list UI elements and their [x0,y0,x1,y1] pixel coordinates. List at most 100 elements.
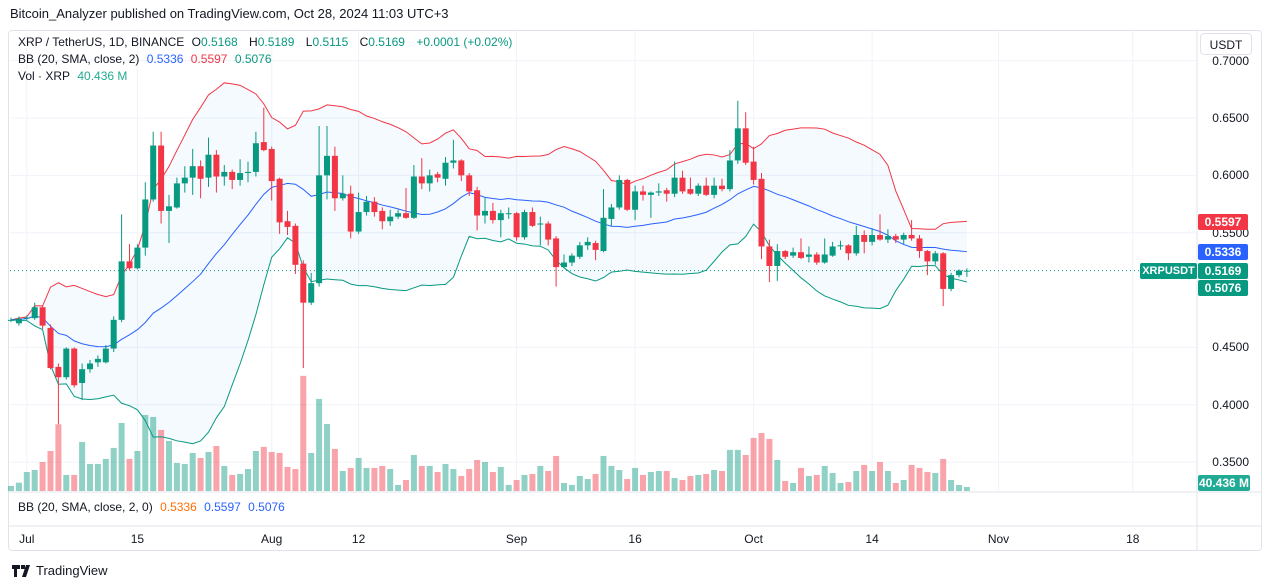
legend-symbol[interactable]: XRP / TetherUS, 1D, BINANCE [18,35,185,49]
bb-basis-line [10,182,967,348]
candle [719,178,725,192]
candle [118,214,125,323]
volume-bar [877,461,883,491]
lower-pane-legend[interactable]: BB (20, SMA, close, 2, 0) 0.5336 0.5597 … [18,500,289,514]
candle-body [142,199,149,248]
volume-bar [189,452,196,491]
volume-bar [63,474,70,491]
candle [79,363,86,401]
candle-body [837,245,844,247]
footer-brand[interactable]: TradingView [12,563,108,578]
volume-bar [837,482,844,491]
bb-basis-badge: 0.5336 [1198,244,1248,260]
volume-bar [324,423,330,491]
bb-label: BB (20, SMA, close, 2) [18,52,140,66]
volume-bar [632,467,639,491]
volume-bar [39,461,46,491]
published-caption: Bitcoin_Analyzer published on TradingVie… [10,6,449,21]
legend-bb[interactable]: BB (20, SMA, close, 2) 0.5336 0.5597 0.5… [18,52,276,66]
candle-body [181,177,188,184]
candle [861,230,868,254]
candle-body [221,171,228,177]
candle-body [553,238,560,268]
volume-bar [31,470,38,491]
volume-bar [900,480,907,491]
candle [442,156,449,186]
candle [553,236,560,287]
candle-body [877,234,883,240]
candle [434,171,441,183]
candle [300,260,307,369]
candle-body [237,173,244,180]
candle-body [600,217,607,252]
volume-bar [537,465,544,491]
volume-bar [245,469,251,491]
candle [853,225,860,256]
candle-body [410,176,417,218]
volume-bar [102,458,109,491]
candle-body [774,251,781,266]
volume-bar [229,474,236,491]
volume-bar [750,437,757,491]
volume-bar [963,486,970,491]
candle-body [750,161,757,180]
candle-body [616,179,623,208]
candle [497,209,504,238]
time-tick: 12 [351,532,366,546]
volume-bar [126,458,133,491]
volume-bar [553,455,560,491]
candle [798,238,804,260]
candle [55,363,62,425]
time-tick: 14 [865,532,879,546]
candle [23,315,30,320]
candle-body [403,213,409,218]
volume-bar [766,438,773,491]
volume-bar [940,458,947,491]
candle [292,223,299,274]
open-value: 0.5168 [200,35,238,49]
candle-body [331,155,338,199]
volume-bar [23,471,30,491]
time-tick: 18 [1126,532,1140,546]
candle [568,253,575,266]
volume-bar [726,449,733,491]
volume-bar [813,474,820,491]
candle [39,304,46,330]
candle-body [758,178,765,247]
candle [308,272,315,305]
volume-bar [521,474,528,491]
volume-bar [87,463,93,491]
candle [331,146,338,211]
candle [158,131,165,224]
legend-volume[interactable]: Vol · XRP 40.436 M [18,69,131,83]
volume-bar [845,481,852,491]
candle-body [703,185,710,195]
candle-body [798,252,804,258]
price-tick: 0.3500 [1212,455,1249,470]
candle-body [687,189,694,194]
currency-button[interactable]: USDT [1200,33,1252,55]
volume-bar [671,478,678,491]
price-tick: 0.6000 [1212,168,1249,183]
volume-bar [805,475,812,491]
candle-body [418,176,425,184]
candle-body [118,261,125,320]
candle [245,161,251,183]
volume-bar [118,422,125,491]
price-tick: 0.6500 [1212,111,1249,125]
candle [932,251,939,265]
candle [15,316,22,326]
candle [790,247,797,258]
candle [647,191,654,218]
candle [750,146,757,185]
candle [616,175,623,210]
volume-bar [513,480,520,491]
volume-bar [474,460,481,491]
candle [166,194,172,244]
volume-bar [213,445,220,491]
volume-bar [181,463,188,491]
candle-body [71,348,78,386]
volume-bar [371,467,378,491]
candle [640,185,646,201]
